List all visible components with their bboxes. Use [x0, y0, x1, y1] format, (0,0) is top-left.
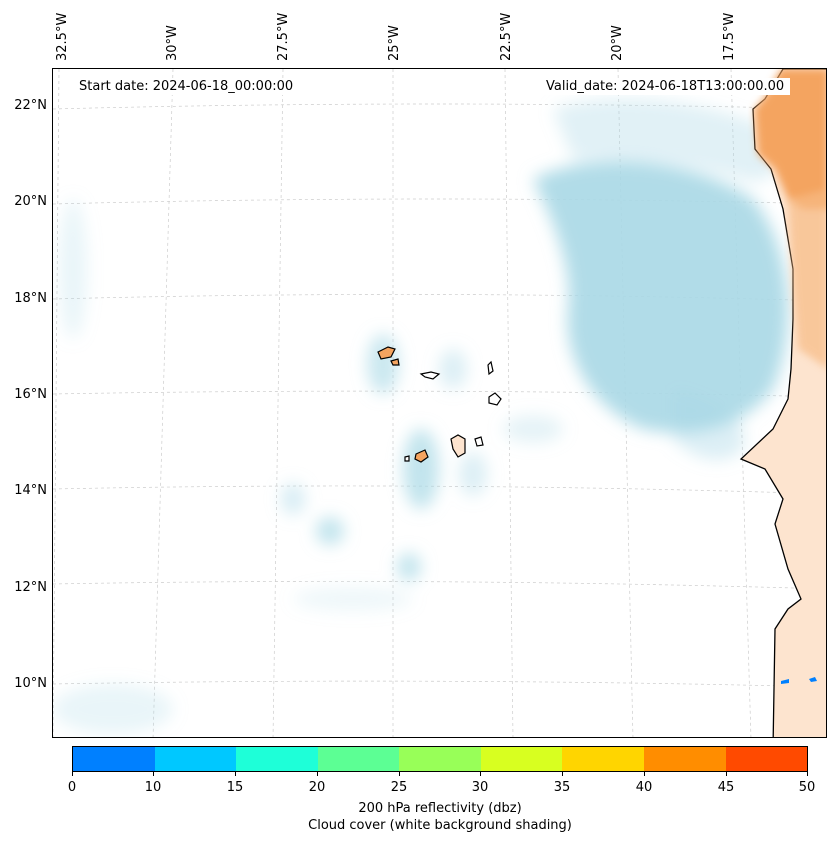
colorbar-title: 200 hPa reflectivity (dbz): [358, 801, 522, 816]
colorbar-tick-45: 45: [717, 780, 735, 795]
land-africa: [739, 69, 826, 737]
reflectivity-cells: [781, 677, 817, 684]
colorbar-tick-20: 20: [308, 780, 326, 795]
colorbar-segment: [480, 747, 563, 771]
lon-label-20: 20°W: [610, 25, 625, 61]
lat-label-16: 16°N: [14, 387, 47, 402]
colorbar-segment: [73, 747, 155, 771]
colorbar-segment: [562, 747, 644, 771]
lon-label-25: 25°W: [387, 25, 402, 61]
colorbar-tick-50: 50: [798, 780, 816, 795]
colorbar-tick-mark: [153, 772, 154, 776]
colorbar-tick-mark: [562, 772, 563, 776]
colorbar-tick-mark: [807, 772, 808, 776]
colorbar-tick-10: 10: [144, 780, 162, 795]
map-canvas: [53, 69, 826, 737]
colorbar-tick-mark: [726, 772, 727, 776]
lat-label-22: 22°N: [14, 98, 47, 113]
colorbar-segment: [236, 747, 318, 771]
colorbar-tick-mark: [235, 772, 236, 776]
colorbar-tick-25: 25: [390, 780, 408, 795]
colorbar-tick-0: 0: [67, 780, 77, 795]
colorbar-tick-mark: [72, 772, 73, 776]
colorbar-tick-15: 15: [226, 780, 244, 795]
lon-label-27-5: 27.5°W: [276, 12, 291, 61]
colorbar-tick-mark: [317, 772, 318, 776]
cloud-cover: [53, 98, 789, 734]
colorbar-tick-mark: [399, 772, 400, 776]
colorbar-tick-35: 35: [553, 780, 571, 795]
lon-label-30: 30°W: [165, 25, 180, 61]
map-panel: [52, 68, 827, 738]
start-date-label: Start date: 2024-06-18_00:00:00: [73, 78, 300, 95]
valid-date-label: Valid_date: 2024-06-18T13:00:00.00: [540, 78, 791, 95]
lat-label-12: 12°N: [14, 580, 47, 595]
lat-label-10: 10°N: [14, 676, 47, 691]
colorbar-segment: [317, 747, 400, 771]
colorbar-tick-30: 30: [471, 780, 489, 795]
colorbar-segment: [643, 747, 726, 771]
colorbar-segment: [725, 747, 808, 771]
colorbar-segment: [154, 747, 237, 771]
lon-label-32-5: 32.5°W: [55, 12, 70, 61]
colorbar-tick-40: 40: [635, 780, 653, 795]
lat-label-18: 18°N: [14, 291, 47, 306]
colorbar: [72, 746, 808, 772]
colorbar-segment: [399, 747, 481, 771]
colorbar-tick-mark: [480, 772, 481, 776]
cape-verde-islands: [377, 346, 502, 463]
colorbar-tick-mark: [644, 772, 645, 776]
colorbar-subtitle: Cloud cover (white background shading): [308, 818, 572, 833]
lat-label-20: 20°N: [14, 194, 47, 209]
lon-label-22-5: 22.5°W: [499, 12, 514, 61]
lat-label-14: 14°N: [14, 483, 47, 498]
lon-label-17-5: 17.5°W: [722, 12, 737, 61]
